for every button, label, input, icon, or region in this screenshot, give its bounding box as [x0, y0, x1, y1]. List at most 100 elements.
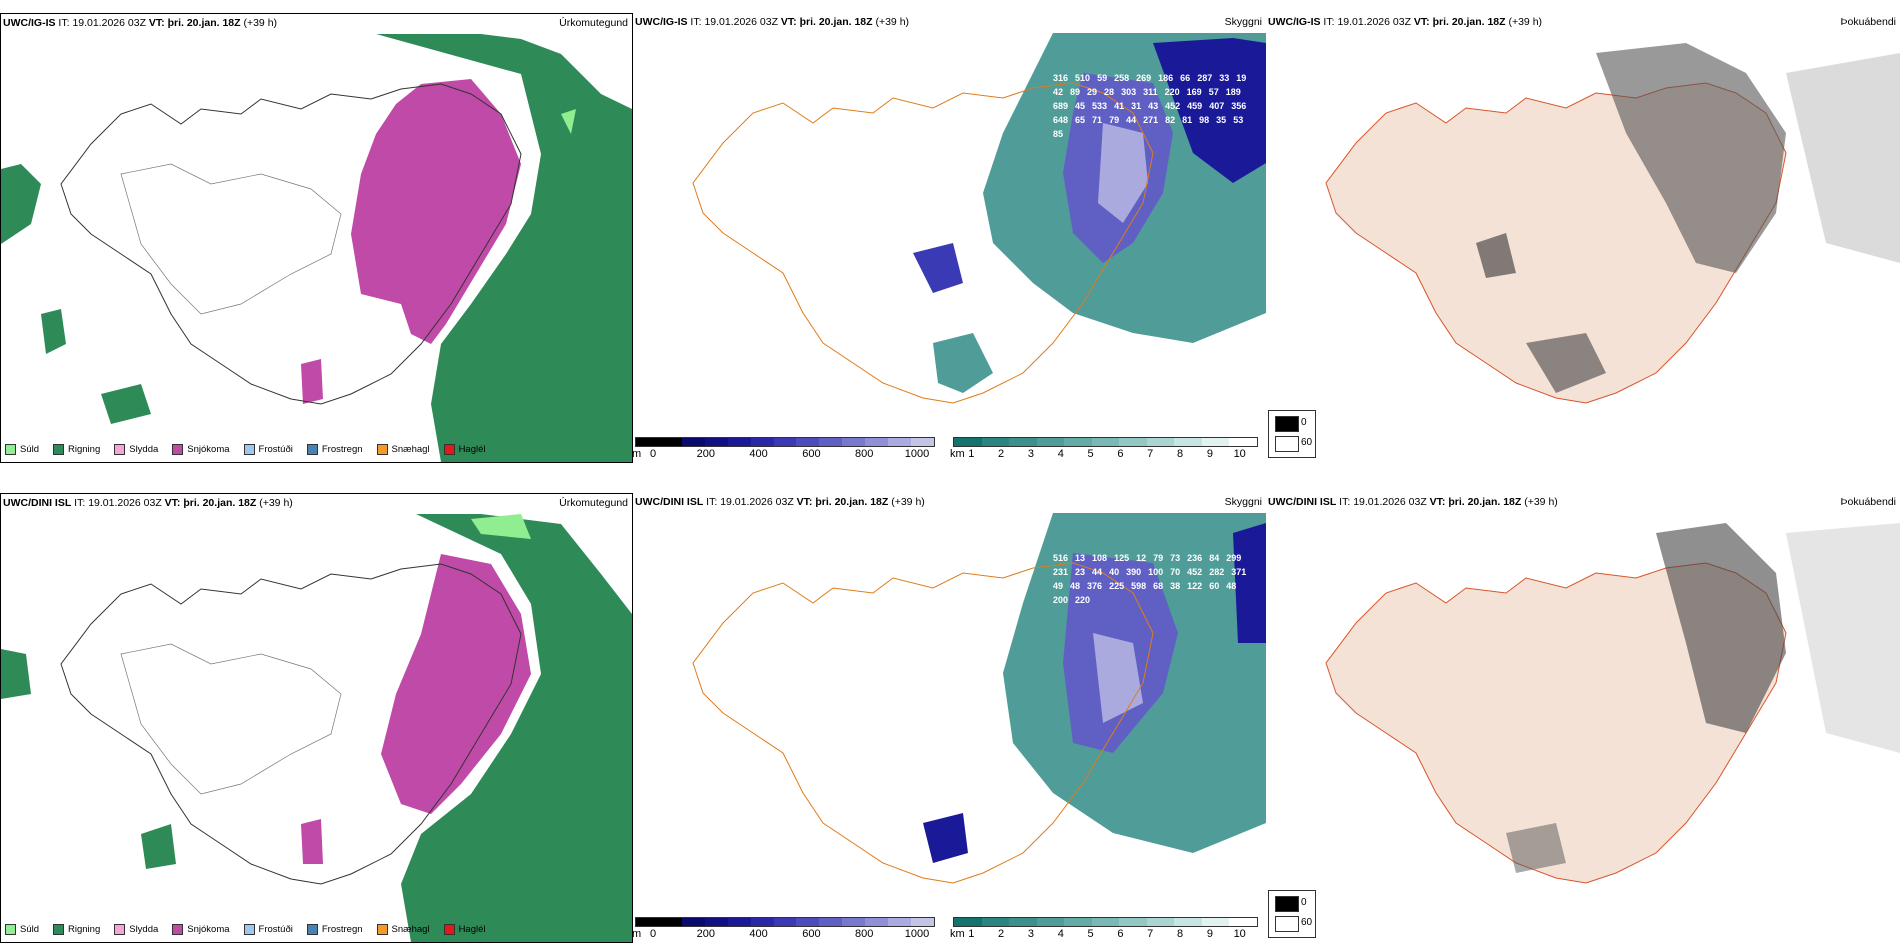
visibility-value-label: 108 [1092, 553, 1108, 563]
height-colorbar-cell [658, 918, 682, 926]
visibility-value-label: 376 [1087, 581, 1103, 591]
visibility-colorbar-cell [1036, 918, 1065, 926]
visibility-value-label: 29 [1087, 87, 1098, 97]
precip-type-panel-row1: UWC/IG-IS IT: 19.01.2026 03Z VT: þri. 20… [0, 13, 633, 463]
visibility-value-label: 189 [1225, 87, 1241, 97]
height-colorbar-cell [773, 438, 797, 446]
height-colorbar-cell [865, 918, 889, 926]
panel-header: UWC/IG-IS IT: 19.01.2026 03Z VT: þri. 20… [3, 17, 628, 31]
height-colorbar: 0 200 400 600 800 1000 m [632, 917, 935, 940]
it-label: IT: [1323, 16, 1335, 28]
precip-legend-item: Snæhagl [376, 923, 430, 935]
height-colorbar-tick-label: 1000 [904, 928, 930, 940]
precip-legend-item: Snjókoma [172, 443, 230, 455]
height-colorbar-cell [888, 438, 912, 446]
height-colorbar-cell [819, 918, 843, 926]
visibility-value-label: 356 [1231, 101, 1247, 111]
visibility-value-label: 57 [1208, 87, 1219, 97]
height-colorbar-tick-label: 1000 [904, 448, 930, 460]
visibility-value-label: 49 [1053, 581, 1064, 591]
lead-time: (+39 h) [1524, 496, 1558, 508]
visibility-value-label: 13 [1075, 553, 1086, 563]
visibility-value-label: 510 [1075, 73, 1091, 83]
visibility-value-label: 269 [1136, 73, 1152, 83]
precip-legend-swatch [172, 923, 184, 935]
vt-label: VT: [796, 496, 813, 508]
visibility-colorbar-tick-label: 6 [1117, 448, 1124, 460]
visibility-colorbar-tick-label: 2 [998, 448, 1005, 460]
visibility-colorbar-tick-label: 1 [968, 928, 975, 940]
height-colorbar-cell [842, 918, 866, 926]
precip-legend-label: Frostúði [258, 923, 293, 935]
visibility-value-label: 41 [1114, 101, 1125, 111]
height-colorbar-tick-label: 600 [802, 928, 821, 940]
visibility-value-label: 282 [1209, 567, 1225, 577]
height-unit: m [632, 448, 642, 460]
visibility-colorbar-tick-label: 3 [1027, 928, 1034, 940]
visibility-colorbar-cell [1201, 918, 1230, 926]
precip-legend-label: Súld [20, 923, 40, 935]
it-label: IT: [690, 16, 702, 28]
visibility-colorbar-tick-label: 7 [1147, 928, 1154, 940]
vt-value: þri. 20.jan. 18Z [183, 497, 257, 509]
it-label: IT: [1339, 496, 1351, 508]
height-colorbar: 0 200 400 600 800 1000 m [632, 437, 935, 460]
precip-legend-swatch [53, 443, 65, 455]
vt-label: VT: [1429, 496, 1446, 508]
visibility-value-label: 287 [1197, 73, 1213, 83]
visibility-colorbar-tick-label: 10 [1233, 448, 1246, 460]
visibility-map [692, 513, 1266, 884]
precip-legend-item: Slydda [114, 923, 159, 935]
visibility-colorbar-cell [1036, 438, 1065, 446]
precip-legend-label: Frostúði [258, 443, 293, 455]
precip-legend-swatch [5, 923, 16, 935]
visibility-colorbar-cell [981, 438, 1010, 446]
visibility-value-label: 44 [1126, 115, 1137, 125]
visibility-colorbar-cell [1146, 438, 1175, 446]
visibility-colorbar-tick-label: 9 [1206, 448, 1213, 460]
visibility-colorbar-tick-label: 8 [1176, 448, 1184, 460]
panel-header: UWC/DINI ISL IT: 19.01.2026 03Z VT: þri.… [635, 496, 1262, 510]
visibility-value-label: 48 [1070, 581, 1081, 591]
visibility-value-label: 45 [1075, 101, 1086, 111]
vt-label: VT: [164, 497, 181, 509]
lead-time: (+39 h) [875, 16, 910, 28]
model-name: UWC/DINI ISL [1268, 496, 1337, 508]
fog-map [1325, 43, 1900, 404]
lead-time: (+39 h) [259, 497, 293, 509]
precip-legend-item: Frostúði [243, 443, 293, 455]
height-colorbar-cell [727, 438, 751, 446]
visibility-value-label: 390 [1126, 567, 1142, 577]
precip-legend-label: Snjókoma [187, 923, 230, 935]
visibility-value-label: 19 [1236, 73, 1247, 83]
height-colorbar-cell [750, 438, 774, 446]
it-value: 19.01.2026 03Z [704, 16, 778, 28]
precip-legend-swatch [443, 443, 455, 455]
visibility-value-label: 452 [1187, 567, 1203, 577]
visibility-value-label: 258 [1114, 73, 1130, 83]
vt-value: þri. 20.jan. 18Z [1448, 496, 1522, 508]
visibility-value-label: 452 [1165, 101, 1181, 111]
height-colorbar-tick-label: 0 [649, 928, 657, 940]
precip-legend-item: Haglél [443, 443, 486, 455]
visibility-value-label: 82 [1165, 115, 1176, 125]
visibility-colorbar-cell [1146, 918, 1175, 926]
visibility-colorbar-tick-label: 2 [998, 928, 1005, 940]
visibility-colorbar-cell [1091, 918, 1120, 926]
visibility-panel-row1: UWC/IG-IS IT: 19.01.2026 03Z VT: þri. 20… [632, 13, 1266, 463]
precip-legend-label: Haglél [458, 923, 486, 935]
visibility-colorbar-cell [1064, 438, 1092, 446]
visibility-value-label: 40 [1109, 567, 1120, 577]
visibility-colorbar-tick-label: 5 [1087, 928, 1094, 940]
visibility-panel-row2: UWC/DINI ISL IT: 19.01.2026 03Z VT: þri.… [632, 493, 1266, 943]
visibility-colorbar-cell [1174, 918, 1202, 926]
visibility-colorbar-tick-label: 5 [1087, 448, 1094, 460]
precip-legend-label: Rigning [68, 443, 101, 455]
precip-legend-label: Slydda [129, 923, 159, 935]
height-colorbar-cell [636, 918, 659, 926]
visibility-value-label: 12 [1136, 553, 1147, 563]
visibility-colorbar-cell [1229, 918, 1258, 926]
fog-legend-dark-label: 0 [1301, 897, 1307, 908]
vt-value: þri. 20.jan. 18Z [815, 496, 889, 508]
height-colorbar-cell [888, 918, 912, 926]
